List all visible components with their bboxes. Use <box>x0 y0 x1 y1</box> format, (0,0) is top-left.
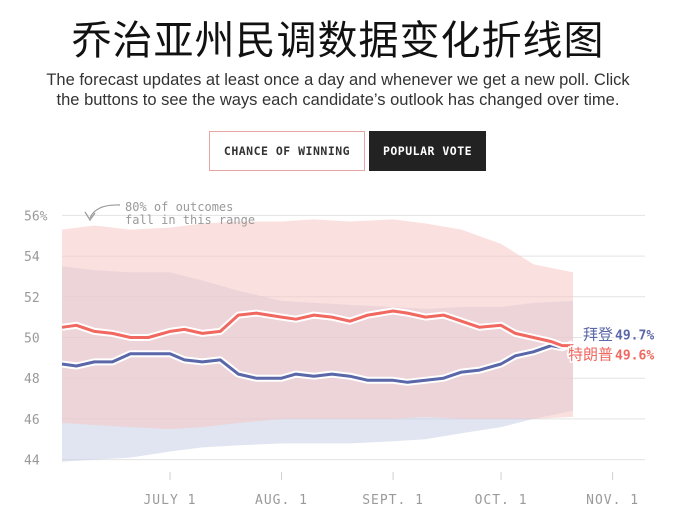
series-value-label-2: 49.6% <box>615 349 654 364</box>
annotation-arrowhead <box>84 211 96 222</box>
x-tick-label: NOV. 1 <box>586 493 639 508</box>
line-series-1 <box>61 342 574 384</box>
popular-vote-button[interactable]: POPULAR VOTE <box>369 131 486 171</box>
annotation-line-2: fall in this range <box>125 213 255 227</box>
annotation: 80% of outcomes fall in this range <box>84 200 255 227</box>
y-tick-label: 48 <box>24 372 40 387</box>
y-tick-label: 54 <box>24 250 40 265</box>
view-toggle: CHANCE OF WINNING POPULAR VOTE <box>209 131 486 171</box>
page-subtitle: The forecast updates at least once a day… <box>0 70 676 110</box>
series-name-label-2: 特朗普 <box>568 346 613 364</box>
annotation-arrow <box>89 204 121 219</box>
y-tick-label: 52 <box>24 291 40 306</box>
subtitle-line-2: the buttons to see the ways each candida… <box>56 91 620 109</box>
x-tick-label: JULY 1 <box>143 493 196 508</box>
x-tick-label: SEPT. 1 <box>362 493 424 508</box>
line-series-2 <box>61 309 573 348</box>
y-tick-label: 44 <box>24 454 40 469</box>
x-tick-label: OCT. 1 <box>475 493 528 508</box>
x-tick-label: AUG. 1 <box>255 493 308 508</box>
series-lines <box>61 307 575 386</box>
annotation-line-1: 80% of outcomes <box>125 200 233 214</box>
page-title: 乔治亚州民调数据变化折线图 <box>71 18 605 64</box>
y-tick-label: 50 <box>24 332 40 347</box>
subtitle-line-1: The forecast updates at least once a day… <box>46 71 630 89</box>
axes: 44 46 48 50 52 54 56% JULY 1 AUG. 1 SEPT. 1 OCT. 1… <box>24 209 639 508</box>
chance-of-winning-button[interactable]: CHANCE OF WINNING <box>209 131 365 171</box>
series-value-label-1: 49.7% <box>615 329 654 344</box>
y-tick-label: 56% <box>24 209 48 224</box>
series-name-label-1: 拜登 <box>583 326 613 344</box>
y-tick-label: 46 <box>24 413 40 428</box>
end-labels: 拜登 49.7%特朗普 49.6% <box>567 324 656 365</box>
